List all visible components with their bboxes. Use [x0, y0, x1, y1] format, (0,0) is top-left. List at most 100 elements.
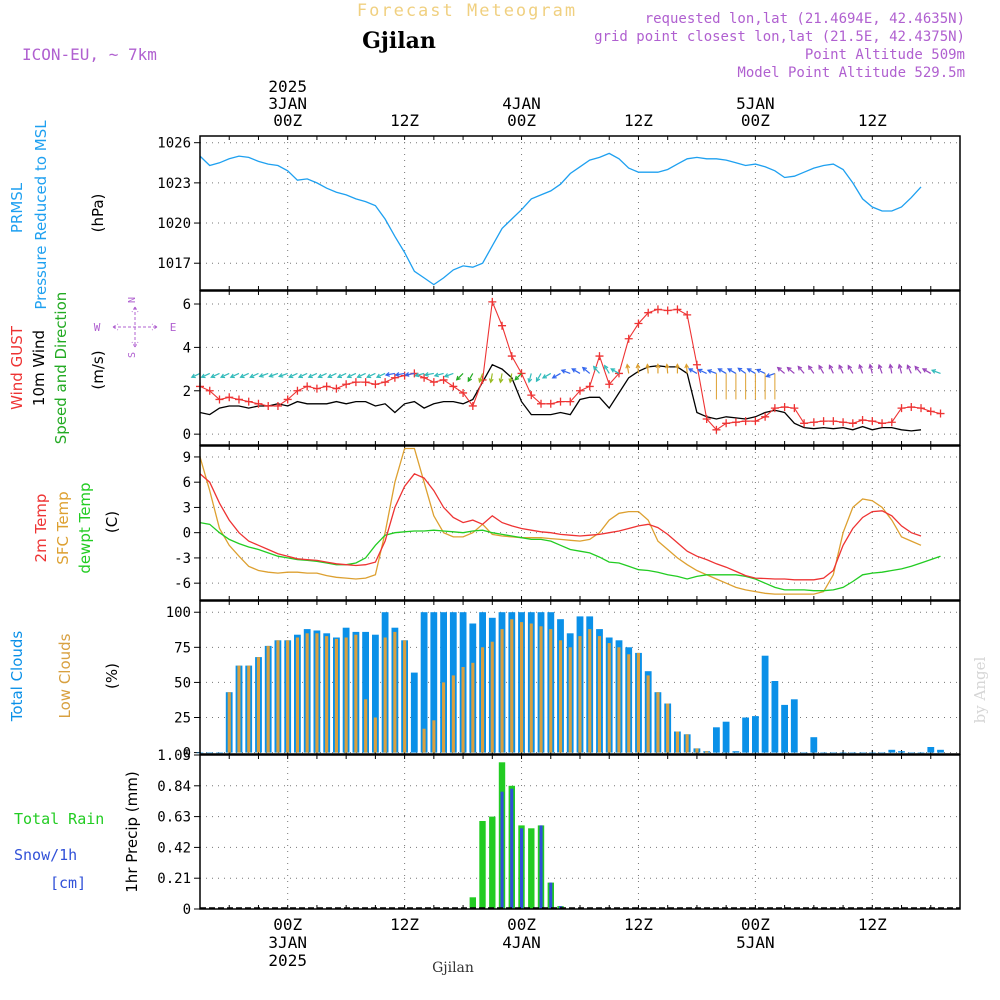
wind-arrow	[807, 365, 815, 374]
wind-gust-marker	[936, 409, 945, 418]
wind-arrow-shaft	[269, 372, 279, 378]
wind-arrow-head	[541, 374, 548, 379]
wind-arrow	[527, 373, 533, 384]
wind-arrow-shaft	[366, 372, 376, 378]
total-cloud-bar	[849, 752, 857, 754]
model-label: ICON-EU, ~ 7km	[22, 45, 157, 64]
total-cloud-bar	[420, 612, 428, 753]
wind-arrow-shaft	[889, 364, 893, 374]
wind-arrow-shaft	[838, 365, 844, 374]
wind-arrow	[384, 372, 395, 377]
snow-bar	[549, 882, 553, 909]
wind-arrow	[327, 372, 337, 379]
wind-arrow	[797, 365, 805, 374]
wind-gust-marker	[858, 416, 867, 425]
wind-arrow-head	[317, 373, 323, 379]
low-cloud-bar	[471, 662, 475, 753]
wind-arrow-shaft	[808, 365, 815, 374]
total-cloud-bar	[790, 699, 798, 753]
wind-arrow-shaft	[509, 373, 513, 383]
total-cloud-bar	[898, 751, 905, 753]
top-time-label: 5JAN	[736, 94, 775, 113]
wind-arrow-shaft	[542, 372, 552, 379]
wind-arrow-head	[847, 364, 853, 370]
low-cloud-bar	[227, 692, 231, 753]
wind-arrow-head	[674, 363, 680, 369]
wind-gust-marker	[741, 417, 750, 426]
wind-arrow-head	[288, 373, 294, 379]
temperature-panel: -6 -3 0 3 6 9	[174, 445, 961, 601]
wind-arrow-shaft	[552, 372, 561, 379]
snow-bar	[510, 788, 514, 909]
wind-arrow	[765, 372, 776, 378]
low-cloud-bar	[529, 623, 533, 753]
wind-arrow-shaft	[637, 364, 640, 374]
clouds-unit-label: (%)	[103, 663, 121, 689]
panel-side-labels: PRMSL Pressure Reduced to MSL (hPa) Wind GU…	[8, 120, 121, 892]
wind-gust-marker	[264, 401, 273, 410]
wind-arrow	[906, 364, 912, 374]
wind-gust-marker	[926, 407, 935, 416]
snow-bar	[500, 791, 504, 909]
wind-arrow-head	[527, 378, 533, 384]
wind-arrow-head	[906, 364, 912, 370]
wind-gust-marker	[498, 321, 507, 330]
wind-gust-marker	[225, 393, 234, 402]
bottom-time-label: 3JAN	[268, 933, 307, 952]
wind-arrow-shaft	[922, 368, 932, 374]
low-cloud-bar	[266, 645, 270, 753]
wind-arrow-head	[488, 378, 494, 384]
total-cloud-bar	[907, 752, 915, 754]
wind-arrow-head	[366, 373, 372, 379]
wind-arrow-head	[498, 378, 504, 384]
point-altitude: Point Altitude 509m	[805, 47, 965, 63]
wind-arrow-head	[930, 369, 937, 374]
top-time-label: 12Z	[858, 111, 887, 130]
wind-arrow	[706, 369, 717, 374]
wind-gust-marker	[449, 382, 458, 391]
low-cloud-bar	[373, 717, 377, 753]
wind-gust-marker	[468, 401, 477, 410]
compass-n: N	[127, 297, 138, 303]
wind-arrow-head	[717, 368, 723, 373]
compass-e: E	[170, 321, 177, 334]
wind-arrow	[786, 366, 795, 374]
wind-arrow-shaft	[536, 373, 542, 382]
wind-label: Speed and Direction	[52, 292, 70, 445]
wind-arrow	[541, 372, 552, 379]
wind-arrow	[645, 363, 651, 374]
wind-arrow	[336, 372, 347, 379]
wind-arrow	[307, 372, 318, 379]
wind-gust-marker	[605, 380, 614, 389]
wind-arrow	[571, 368, 581, 374]
clouds-y-ticks: 0 25 50 75 100	[166, 605, 200, 762]
precip-tick-label: 0.84	[157, 779, 191, 795]
low-cloud-bars	[227, 619, 709, 753]
wind-arrow-head	[581, 366, 587, 372]
clouds-total-label: Total Clouds	[8, 631, 26, 723]
wind-arrow-shaft	[240, 372, 249, 378]
wind-label: 10m Wind	[30, 330, 48, 406]
wind-arrow-shaft	[250, 372, 259, 378]
total-cloud-bar	[216, 752, 223, 754]
wind-arrow-head	[514, 375, 520, 381]
wind-arrow-head	[727, 368, 733, 373]
wind-arrow-head	[737, 367, 743, 373]
clouds-tick-label: 25	[174, 711, 191, 727]
wind-arrow-head	[414, 372, 420, 378]
total-cloud-bar	[829, 752, 837, 754]
wind-arrow	[508, 373, 514, 384]
low-cloud-bar	[646, 675, 650, 753]
wind-arrow	[655, 363, 661, 374]
wind-arrow-head	[356, 373, 362, 379]
clouds-tick-label: 0	[183, 746, 191, 762]
precip-panel: 0 0.21 0.42 0.63 0.84 1.05 1hr Precip (mm)	[123, 748, 961, 918]
wind-arrow-head	[746, 368, 752, 373]
wind-gust-marker	[293, 386, 302, 395]
wind-arrow	[717, 368, 727, 374]
low-cloud-bar	[656, 692, 660, 753]
wind-tick-label: 6	[183, 297, 191, 313]
wind-gust-marker	[595, 352, 604, 361]
wind-arrow-head	[684, 363, 690, 369]
wind-arrow-head	[786, 366, 792, 372]
